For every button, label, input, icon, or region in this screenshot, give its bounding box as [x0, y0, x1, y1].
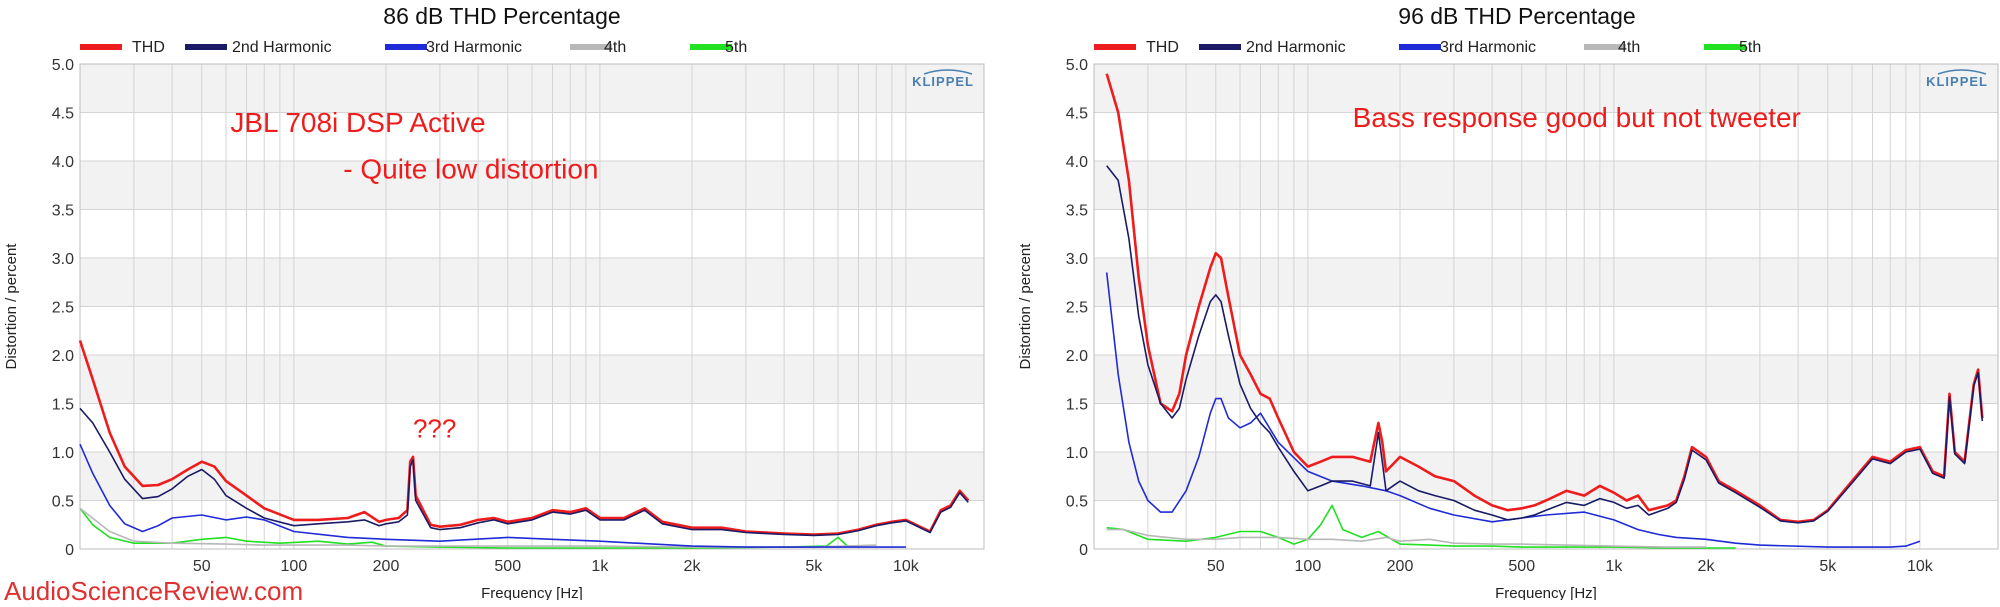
x-tick-label: 100	[281, 558, 308, 575]
x-tick-label: 500	[1508, 558, 1535, 575]
klippel-logo-arc	[1937, 69, 1987, 75]
y-tick-label: 2.5	[52, 300, 74, 317]
series-line-3rd-harmonic	[79, 443, 906, 548]
y-tick-label: 0.5	[1066, 494, 1088, 511]
x-tick-label: 5k	[1819, 558, 1837, 575]
chart-title: 86 dB THD Percentage	[383, 3, 620, 29]
y-tick-label: 1.0	[1066, 445, 1088, 462]
legend-label-4: 4th	[604, 39, 626, 56]
series-line-5th	[79, 507, 850, 549]
series-line-4th	[79, 507, 877, 548]
chart-annotation: - Quite low distortion	[343, 153, 598, 184]
series-line-thd	[78, 340, 970, 536]
legend-label-2: 2nd Harmonic	[232, 39, 332, 56]
klippel-logo: KLIPPEL	[912, 74, 974, 89]
y-tick-label: 2.5	[1066, 300, 1088, 317]
x-tick-label: 50	[1207, 558, 1225, 575]
legend-label-1: THD	[1146, 39, 1179, 56]
y-tick-label: 4.5	[52, 106, 74, 123]
y-tick-label: 1.5	[1066, 397, 1088, 414]
chart-annotation: ???	[413, 413, 456, 443]
x-tick-label: 50	[193, 558, 211, 575]
legend-label-4: 4th	[1618, 39, 1640, 56]
legend-label-5: 5th	[725, 39, 747, 56]
y-tick-label: 1.0	[52, 445, 74, 462]
chart-annotation: Bass response good but not tweeter	[1353, 102, 1801, 133]
y-tick-label: 3.5	[1066, 203, 1088, 220]
chart-panel-1: 0 0.5 1.0 1.5 2.0 2.5 3.0 3.5 4.0 4.5 5.0 50 100 200 5…	[3, 3, 985, 600]
y-tick-label: 0.5	[52, 494, 74, 511]
y-tick-label: 4.0	[1066, 154, 1088, 171]
y-tick-label: 2.0	[1066, 348, 1088, 365]
series-line-5th	[1106, 504, 1736, 549]
y-tick-label: 3.5	[52, 203, 74, 220]
legend-label-3: 3rd Harmonic	[426, 39, 522, 56]
series-line-thd	[1105, 73, 1984, 524]
x-tick-label: 10k	[893, 558, 920, 575]
chart-title: 96 dB THD Percentage	[1398, 3, 1635, 29]
site-watermark: AudioScienceReview.com	[4, 576, 304, 606]
y-tick-label: 0	[1079, 542, 1088, 559]
y-tick-label: 2.0	[52, 348, 74, 365]
x-tick-label: 5k	[805, 558, 823, 575]
legend-label-3: 3rd Harmonic	[1440, 39, 1536, 56]
x-tick-label: 10k	[1907, 558, 1934, 575]
y-tick-label: 4.0	[52, 154, 74, 171]
y-tick-label: 1.5	[52, 397, 74, 414]
plot-frame	[79, 63, 985, 550]
x-tick-label: 2k	[1698, 558, 1716, 575]
plot-frame	[1093, 63, 1999, 550]
x-axis-label: Frequency [Hz]	[481, 585, 583, 600]
y-axis-label: Distortion / percent	[3, 243, 20, 370]
x-tick-label: 2k	[684, 558, 702, 575]
klippel-logo: KLIPPEL	[1926, 74, 1988, 89]
series-line-3rd-harmonic	[1105, 272, 1921, 548]
x-tick-label: 100	[1295, 558, 1322, 575]
y-tick-label: 0	[65, 542, 74, 559]
chart-annotation: JBL 708i DSP Active	[230, 107, 485, 138]
x-axis-label: Frequency [Hz]	[1495, 585, 1597, 600]
series-line-4th	[1106, 528, 1706, 548]
series-line-2nd-harmonic	[79, 407, 969, 537]
chart-panel-2: 0 0.5 1.0 1.5 2.0 2.5 3.0 3.5 4.0 4.5 5.0 50 100 200 5…	[1017, 3, 1999, 600]
klippel-logo-arc	[923, 69, 973, 75]
x-tick-label: 200	[1387, 558, 1414, 575]
x-tick-label: 500	[494, 558, 521, 575]
legend-label-1: THD	[132, 39, 165, 56]
y-tick-label: 3.0	[52, 251, 74, 268]
x-tick-label: 1k	[1605, 558, 1623, 575]
legend-label-5: 5th	[1739, 39, 1761, 56]
y-tick-label: 5.0	[1066, 57, 1088, 74]
y-tick-label: 3.0	[1066, 251, 1088, 268]
legend-label-2: 2nd Harmonic	[1246, 39, 1346, 56]
x-tick-label: 1k	[591, 558, 609, 575]
y-tick-label: 4.5	[1066, 106, 1088, 123]
y-axis-label: Distortion / percent	[1017, 243, 1034, 370]
series-line-2nd-harmonic	[1106, 165, 1984, 524]
y-tick-label: 5.0	[52, 57, 74, 74]
x-tick-label: 200	[373, 558, 400, 575]
